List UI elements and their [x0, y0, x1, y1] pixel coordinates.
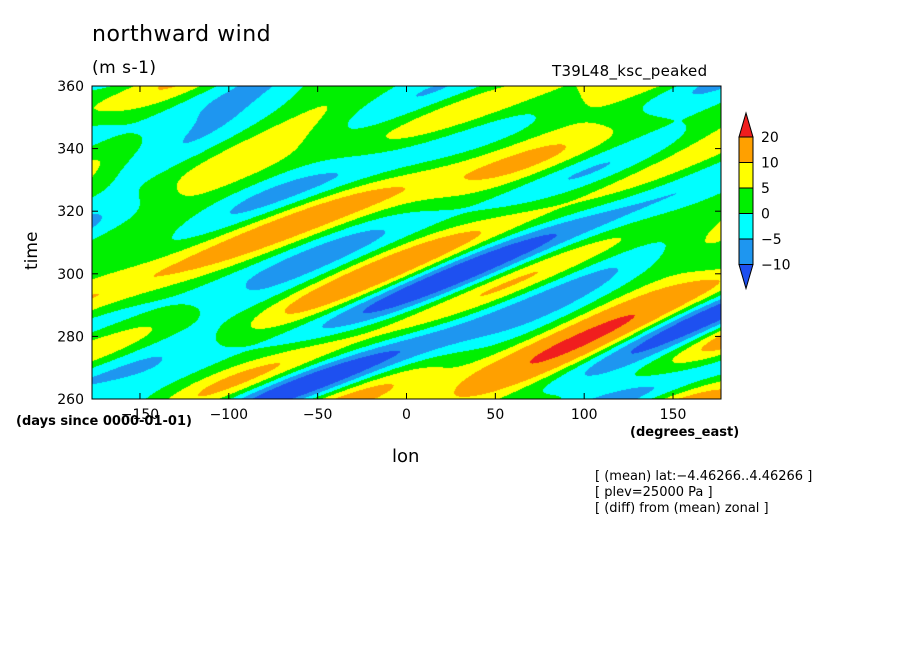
colorbar-label: 0 [761, 207, 770, 223]
colorbar-label: 10 [761, 156, 779, 172]
run-label: T39L48_ksc_peaked [552, 62, 708, 80]
x-tick-label: −100 [210, 407, 248, 423]
colorbar-segment [738, 162, 754, 189]
colorbar-segment [738, 213, 754, 240]
y-tick-label: 360 [57, 79, 84, 95]
y-tick-label: 340 [57, 142, 84, 158]
y-tick-label: 280 [57, 329, 84, 345]
heatmap-field [92, 86, 721, 399]
annotation-line: [ (mean) lat:−4.46266..4.46266 ] [595, 469, 813, 484]
x-tick-label: 50 [486, 407, 504, 423]
x-tick-label: 150 [660, 407, 687, 423]
colorbar-triangle-max [738, 111, 754, 138]
x-axis-units: (degrees_east) [630, 425, 740, 440]
colorbar-segment [738, 238, 754, 265]
colorbar-label: −10 [761, 258, 791, 274]
colorbar-label: 20 [761, 130, 779, 146]
chart-units: (m s-1) [92, 58, 157, 78]
colorbar-triangle-min [738, 264, 754, 291]
x-tick-label: 0 [402, 407, 411, 423]
annotation-line: [ (diff) from (mean) zonal ] [595, 501, 769, 516]
y-tick-label: 320 [57, 204, 84, 220]
colorbar: 20 10 5 0 −5 −10 [738, 111, 791, 291]
x-axis-ticks: −150 −100 −50 0 50 100 150 [121, 86, 687, 423]
y-axis-units: (days since 0000-01-01) [16, 414, 192, 429]
annotation-block: [ (mean) lat:−4.46266..4.46266 ] [ plev=… [595, 469, 812, 517]
y-tick-label: 260 [57, 392, 84, 408]
x-axis-label: lon [392, 446, 420, 467]
colorbar-segment [738, 187, 754, 214]
heatmap-raster [92, 86, 721, 399]
colorbar-segment [738, 136, 754, 163]
y-tick-label: 300 [57, 267, 84, 283]
annotation-line: [ plev=25000 Pa ] [595, 485, 713, 500]
x-tick-label: −150 [121, 407, 159, 423]
chart-title: northward wind [92, 22, 272, 47]
y-axis-ticks: 260 280 300 320 340 360 [57, 79, 721, 408]
x-tick-label: 100 [571, 407, 598, 423]
colorbar-label: −5 [761, 232, 782, 248]
colorbar-label: 5 [761, 181, 770, 197]
x-tick-label: −50 [303, 407, 333, 423]
